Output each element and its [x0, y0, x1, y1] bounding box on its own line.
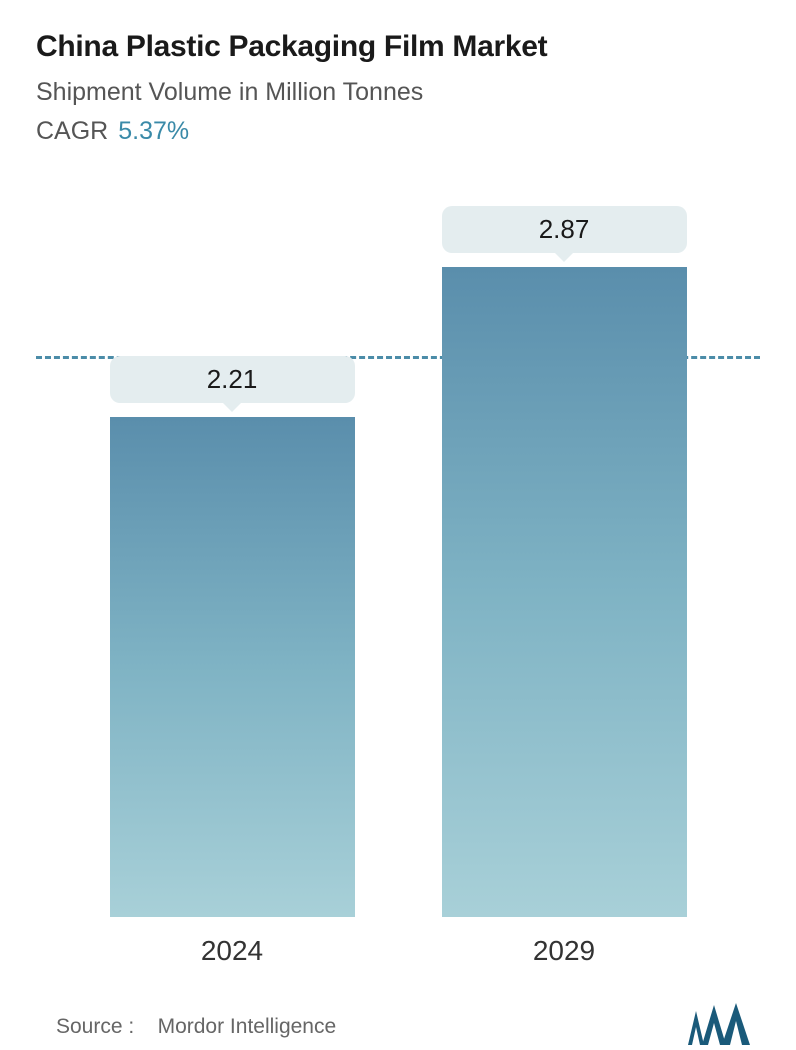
chart-container: China Plastic Packaging Film Market Ship… [0, 0, 796, 1034]
x-axis: 2024 2029 [36, 935, 760, 967]
x-label-2029: 2029 [442, 935, 687, 967]
cagr-row: CAGR 5.37% [36, 117, 760, 146]
chart-area: 2.21 2.87 [36, 206, 760, 917]
footer: Source : Mordor Intelligence [36, 1003, 760, 1050]
chart-subtitle: Shipment Volume in Million Tonnes [36, 78, 760, 107]
bar-2024 [110, 417, 355, 917]
mordor-logo-icon [686, 1003, 750, 1050]
x-label-2024: 2024 [110, 935, 355, 967]
source-attribution: Source : Mordor Intelligence [56, 1015, 336, 1039]
cagr-label: CAGR [36, 117, 108, 145]
value-label-2029: 2.87 [442, 206, 687, 253]
bar-group-2024: 2.21 [110, 356, 355, 917]
chart-title: China Plastic Packaging Film Market [36, 30, 760, 64]
source-label: Source : [56, 1015, 134, 1038]
source-name: Mordor Intelligence [158, 1015, 337, 1038]
value-label-2024: 2.21 [110, 356, 355, 403]
bar-2029 [442, 267, 687, 917]
cagr-value: 5.37% [118, 117, 189, 145]
bar-group-2029: 2.87 [442, 206, 687, 917]
